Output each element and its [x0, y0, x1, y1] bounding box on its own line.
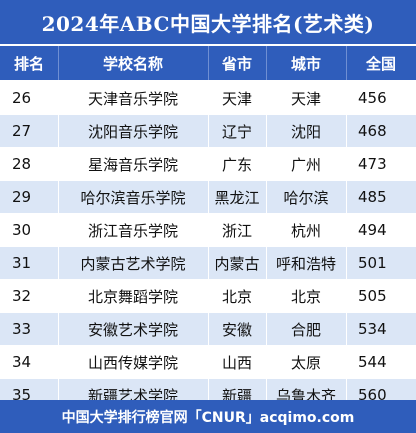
cell-school: 山西传媒学院: [87, 353, 178, 372]
table-row: 32 北京舞蹈学院 北京 北京 505: [0, 280, 416, 312]
cell-province: 黑龙江: [214, 188, 260, 207]
table-row: 31 内蒙古艺术学院 内蒙古 呼和浩特 501: [0, 247, 416, 279]
cell-school: 安徽艺术学院: [87, 320, 178, 339]
cell-school: 沈阳音乐学院: [87, 122, 178, 141]
cell-rank: 30: [12, 221, 32, 239]
cell-score: 456: [358, 89, 387, 107]
cell-score: 501: [358, 254, 387, 272]
header-rank: 排名: [13, 54, 44, 73]
cell-province: 天津: [221, 89, 252, 108]
cell-city: 呼和浩特: [275, 254, 336, 273]
cell-school: 星海音乐学院: [87, 155, 178, 174]
cell-school: 天津音乐学院: [87, 89, 178, 108]
cell-school: 哈尔滨音乐学院: [80, 188, 186, 207]
cell-province: 广东: [221, 155, 252, 174]
cell-rank: 29: [12, 188, 32, 206]
header-province: 省市: [221, 54, 252, 73]
cell-rank: 31: [12, 254, 32, 272]
cell-province: 安徽: [221, 320, 252, 339]
cell-city: 太原: [290, 353, 321, 372]
cell-city: 北京: [290, 287, 321, 306]
cell-school: 内蒙古艺术学院: [80, 254, 186, 273]
cell-school: 浙江音乐学院: [87, 221, 178, 240]
cell-school: 北京舞蹈学院: [87, 287, 178, 306]
cell-score: 560: [358, 386, 387, 404]
cell-rank: 27: [12, 122, 32, 140]
cell-score: 468: [358, 122, 387, 140]
cell-score: 505: [358, 287, 387, 305]
cell-rank: 32: [12, 287, 32, 305]
cell-rank: 34: [12, 353, 32, 371]
cell-province: 北京: [221, 287, 252, 306]
table-row: 26 天津音乐学院 天津 天津 456: [0, 82, 416, 114]
cell-rank: 26: [12, 89, 32, 107]
cell-score: 534: [358, 320, 387, 338]
cell-score: 485: [358, 188, 387, 206]
cell-city: 哈尔滨: [283, 188, 329, 207]
cell-rank: 35: [12, 386, 32, 404]
header-score: 全国: [365, 54, 396, 73]
cell-rank: 28: [12, 155, 32, 173]
cell-province: 山西: [221, 353, 252, 372]
header-city: 城市: [290, 54, 321, 73]
cell-city: 合肥: [290, 320, 321, 339]
cell-city: 广州: [290, 155, 321, 174]
header-school: 学校名称: [102, 54, 163, 73]
cell-city: 天津: [290, 89, 321, 108]
table-row: 34 山西传媒学院 山西 太原 544: [0, 346, 416, 378]
cell-score: 473: [358, 155, 387, 173]
table-row: 30 浙江音乐学院 浙江 杭州 494: [0, 214, 416, 246]
cell-city: 杭州: [290, 221, 321, 240]
table-row: 29 哈尔滨音乐学院 黑龙江 哈尔滨 485: [0, 181, 416, 213]
cell-city: 沈阳: [290, 122, 321, 141]
table-row: 27 沈阳音乐学院 辽宁 沈阳 468: [0, 115, 416, 147]
table-row: 33 安徽艺术学院 安徽 合肥 534: [0, 313, 416, 345]
footer-credit: 中国大学排行榜官网「CNUR」acqimo.com: [0, 400, 416, 433]
cell-score: 494: [358, 221, 387, 239]
cell-score: 544: [358, 353, 387, 371]
table-title: 2024年ABC中国大学排名(艺术类): [0, 0, 416, 44]
table-header-row: 排名 学校名称 省市 城市 全国: [0, 46, 416, 80]
table-body: 26 天津音乐学院 天津 天津 456 27 沈阳音乐学院 辽宁 沈阳 468 …: [0, 82, 416, 412]
table-row: 28 星海音乐学院 广东 广州 473: [0, 148, 416, 180]
cell-province: 辽宁: [221, 122, 252, 141]
cell-rank: 33: [12, 320, 32, 338]
cell-province: 内蒙古: [214, 254, 260, 273]
cell-province: 浙江: [221, 221, 252, 240]
